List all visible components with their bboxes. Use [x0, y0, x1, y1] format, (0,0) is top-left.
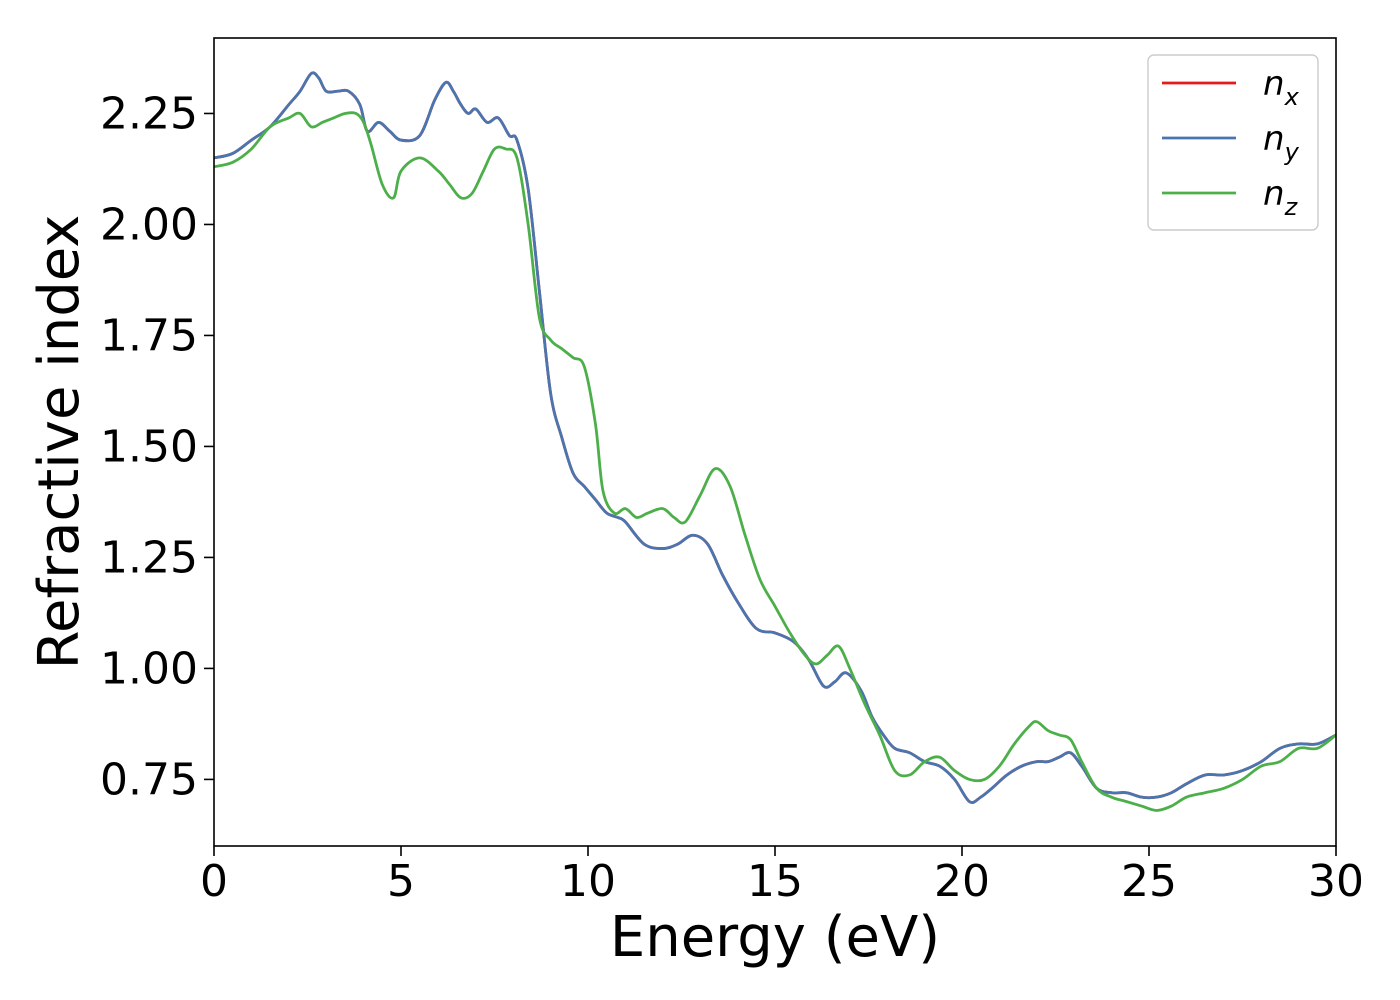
y-tick-label: 1.75: [100, 310, 198, 361]
y-tick-label: 1.25: [100, 532, 198, 583]
x-tick-label: 25: [1121, 856, 1177, 907]
y-tick-label: 2.00: [100, 199, 198, 250]
y-axis-label: Refractive index: [27, 215, 92, 670]
x-tick-label: 15: [747, 856, 803, 907]
series-line-n-z: [214, 111, 1336, 812]
x-tick-label: 0: [200, 856, 228, 907]
y-axis: 0.75 1.00 1.25 1.50 1.75 2.00 2.25: [100, 88, 214, 805]
y-tick-label: 1.00: [100, 643, 198, 694]
y-tick-label: 1.50: [100, 421, 198, 472]
x-tick-label: 30: [1308, 856, 1364, 907]
y-tick-label: 0.75: [100, 754, 198, 805]
x-tick-label: 5: [387, 856, 415, 907]
legend-items: nx ny nz: [1162, 64, 1300, 221]
y-tick-label: 2.25: [100, 88, 198, 139]
legend-box: [1147, 54, 1319, 231]
x-tick-label: 20: [934, 856, 990, 907]
series-layer: [214, 71, 1336, 812]
legend: nx ny nz: [1147, 54, 1319, 231]
x-tick-label: 10: [560, 856, 616, 907]
legend-label-n-y: ny: [1263, 119, 1300, 166]
legend-label-n-x: nx: [1263, 64, 1300, 111]
x-axis-label: Energy (eV): [610, 905, 940, 970]
x-axis: 0 5 10 15 20 25 30: [200, 846, 1364, 907]
legend-label-n-z: nz: [1263, 174, 1299, 221]
